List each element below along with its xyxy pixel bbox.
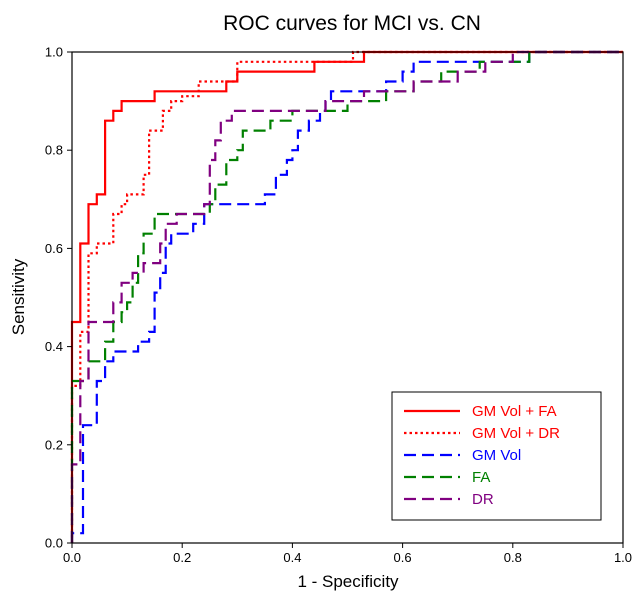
y-tick-label: 0.2	[45, 437, 63, 452]
y-tick-label: 0.8	[45, 143, 63, 158]
x-tick-label: 0.0	[63, 550, 81, 565]
y-axis-title: Sensitivity	[9, 258, 28, 335]
legend-label-4: DR	[472, 491, 494, 508]
y-tick-label: 0.0	[45, 536, 63, 551]
chart-title: ROC curves for MCI vs. CN	[223, 12, 481, 35]
x-tick-label: 0.4	[283, 550, 301, 565]
legend-label-3: FA	[472, 469, 490, 486]
series-line-4	[70, 50, 623, 543]
x-axis-title: 1 - Specificity	[297, 572, 399, 591]
y-tick-label: 0.6	[45, 241, 63, 256]
plot-frame	[71, 51, 624, 544]
x-tick-label: 0.6	[394, 550, 412, 565]
x-tick-label: 1.0	[614, 550, 632, 565]
legend-label-2: GM Vol	[472, 447, 521, 464]
legend-label-1: GM Vol + DR	[472, 425, 560, 442]
x-tick-label: 0.8	[504, 550, 522, 565]
series-line-0	[70, 50, 623, 543]
legend-label-0: GM Vol + FA	[472, 403, 557, 420]
series-layer	[70, 50, 623, 543]
y-tick-label: 0.4	[45, 339, 63, 354]
axis-ticks: 0.0 0.2 0.4 0.6 0.8 1.0 0.0 0.2 0.4 0.6 0.8 1.0	[45, 45, 632, 566]
series-line-2	[70, 50, 623, 543]
x-tick-label: 0.2	[173, 550, 191, 565]
y-tick-label: 1.0	[45, 45, 63, 60]
legend: GM Vol + FA GM Vol + DR GM Vol FA DR	[391, 391, 602, 521]
